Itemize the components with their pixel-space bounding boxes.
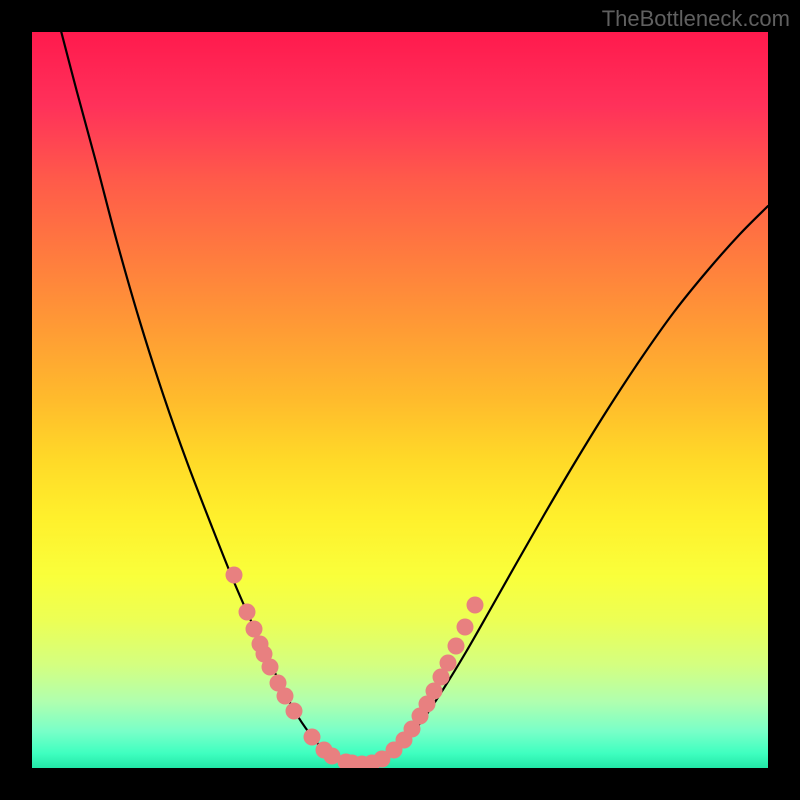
data-marker <box>262 659 279 676</box>
v-curve-left <box>60 32 362 764</box>
chart-svg <box>32 32 768 768</box>
data-marker <box>246 621 263 638</box>
data-marker <box>239 604 256 621</box>
data-marker <box>448 638 465 655</box>
data-marker <box>226 567 243 584</box>
marker-group <box>226 567 484 769</box>
data-marker <box>277 688 294 705</box>
data-marker <box>467 597 484 614</box>
data-marker <box>304 729 321 746</box>
watermark-text: TheBottleneck.com <box>602 6 790 32</box>
v-curve-right <box>362 206 768 764</box>
data-marker <box>286 703 303 720</box>
data-marker <box>457 619 474 636</box>
plot-area <box>32 32 768 768</box>
data-marker <box>440 655 457 672</box>
